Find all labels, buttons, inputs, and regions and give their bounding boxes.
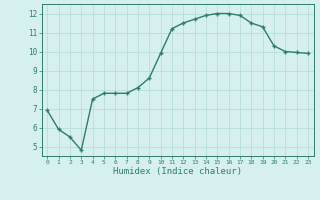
X-axis label: Humidex (Indice chaleur): Humidex (Indice chaleur) (113, 167, 242, 176)
